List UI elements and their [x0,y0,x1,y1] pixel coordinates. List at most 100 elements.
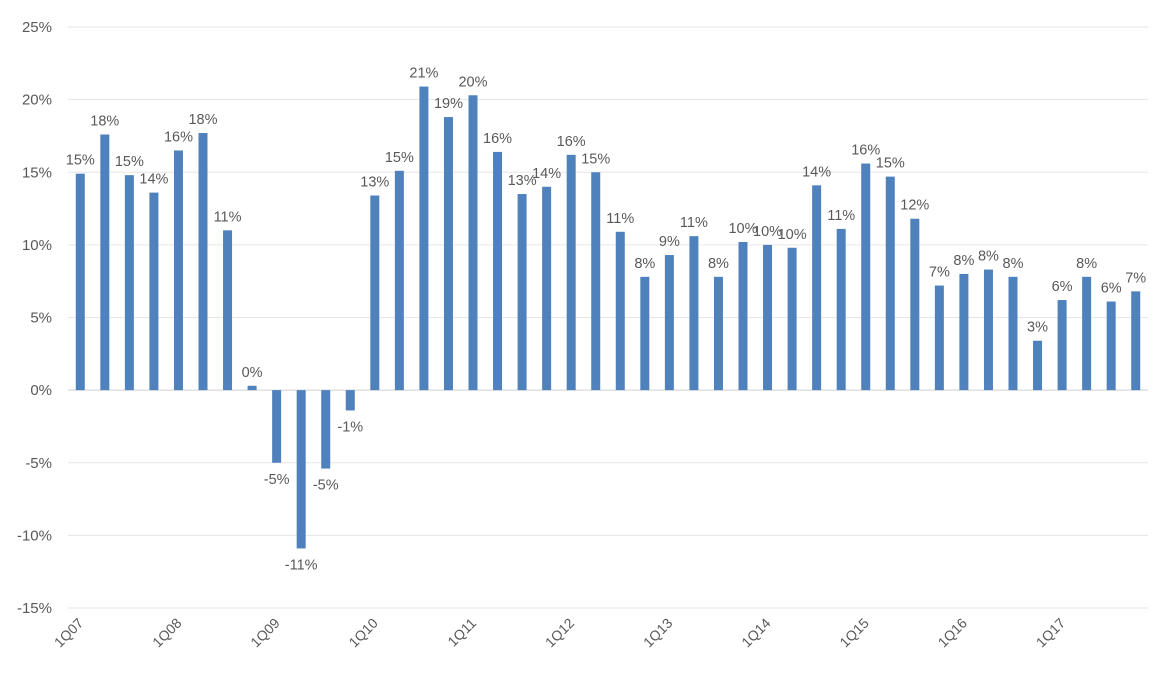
y-tick-label: 20% [22,92,52,109]
bar-4Q11 [542,186,552,391]
bar-2Q07 [100,134,110,391]
data-label-1Q16: 8% [953,253,974,269]
data-label-1Q08: 16% [164,129,193,145]
bar-2Q16 [983,269,993,391]
data-label-1Q17: 6% [1052,279,1073,295]
bar-1Q10 [370,195,380,391]
bar-3Q09 [321,390,331,469]
data-label-4Q13: 10% [728,221,757,237]
x-tick-label: 1Q15 [836,615,872,651]
data-label-3Q08: 11% [214,209,242,225]
x-axis-tick-labels: 1Q07 1Q08 1Q09 1Q10 1Q11 1Q12 1Q13 1Q14 1Q15 1Q16… [51,615,1069,651]
data-label-3Q17: 6% [1101,281,1122,297]
bar-1Q17 [1057,300,1067,391]
bar-1Q07 [75,173,85,391]
bar-4Q07 [149,192,159,391]
bar-1Q11 [468,95,478,391]
bar-4Q16 [1033,340,1043,391]
x-tick-label: 1Q16 [934,615,970,651]
data-label-1Q09: -5% [264,472,290,488]
bar-2Q12 [591,172,601,391]
data-label-4Q17: 7% [1125,270,1146,286]
data-label-3Q07: 15% [115,154,144,170]
y-tick-label: 25% [22,19,52,36]
bar-3Q12 [615,231,625,391]
data-label-2Q11: 16% [483,131,512,147]
x-tick-label: 1Q13 [640,615,676,651]
data-label-3Q12: 11% [606,211,634,227]
bar-1Q13 [664,255,674,391]
data-label-4Q12: 8% [634,256,655,272]
bar-3Q10 [419,86,429,391]
bar-4Q15 [934,285,944,391]
x-tick-label: 1Q08 [149,615,185,651]
x-tick-label: 1Q11 [444,615,479,650]
x-tick-label: 1Q12 [542,615,578,651]
bar-2Q14 [787,247,797,391]
data-label-3Q10: 21% [409,66,438,82]
bar-1Q09 [272,390,282,463]
data-label-2Q16: 8% [978,249,999,265]
x-tick-label: 1Q07 [51,615,87,651]
bar-1Q12 [566,154,576,391]
data-label-2Q17: 8% [1076,256,1097,272]
bar-4Q10 [443,117,453,391]
bar-2Q15 [885,176,895,391]
data-label-2Q14: 10% [778,227,807,243]
bar-3Q15 [910,218,920,391]
bar-2Q10 [394,170,404,391]
data-label-2Q09: -11% [285,557,318,573]
bar-2Q17 [1082,276,1092,391]
bar-4Q09 [345,390,355,411]
data-label-3Q11: 13% [508,173,537,189]
bar-3Q07 [124,175,134,391]
data-label-1Q07: 15% [66,153,95,169]
bar-4Q13 [738,241,748,391]
data-label-4Q09: -1% [337,419,363,435]
data-label-4Q08: 0% [242,365,263,381]
data-label-4Q07: 14% [139,172,168,188]
data-label-4Q14: 11% [827,208,855,224]
x-tick-label: 1Q09 [247,615,283,651]
y-tick-label: -10% [17,527,52,544]
x-tick-label: 1Q14 [738,615,774,651]
bar-1Q14 [763,244,773,391]
data-label-2Q07: 18% [90,113,119,129]
data-label-1Q13: 9% [659,234,680,250]
data-label-3Q16: 8% [1003,256,1024,272]
bar-3Q08 [223,230,233,391]
data-label-2Q08: 18% [188,112,217,128]
data-label-2Q15: 15% [876,156,905,172]
bar-4Q12 [640,276,650,391]
data-label-4Q10: 19% [434,96,463,112]
data-label-2Q12: 15% [581,151,610,167]
y-tick-label: -15% [17,600,52,617]
bar-1Q08 [173,150,183,391]
data-label-1Q12: 16% [557,134,586,150]
bar-2Q13 [689,236,699,391]
data-label-1Q14: 10% [753,224,782,240]
data-label-3Q15: 12% [900,198,929,214]
y-tick-label: 5% [30,310,52,327]
bars [75,86,1141,549]
bar-3Q17 [1106,301,1116,391]
data-label-4Q15: 7% [929,265,950,281]
data-label-4Q11: 14% [532,166,561,182]
bar-4Q08 [247,385,257,391]
x-tick-label: 1Q17 [1033,615,1069,651]
data-label-3Q09: -5% [313,478,339,494]
y-tick-label: 15% [22,164,52,181]
data-label-1Q11: 20% [458,74,487,90]
data-label-3Q14: 14% [802,164,831,180]
data-label-2Q10: 15% [385,150,414,166]
data-label-2Q13: 11% [680,215,708,231]
y-tick-label: -5% [25,455,52,472]
bar-3Q16 [1008,276,1018,391]
bar-3Q14 [812,185,822,391]
bar-1Q16 [959,273,969,391]
data-label-4Q16: 3% [1027,320,1048,336]
y-tick-label: 10% [22,237,52,254]
bar-1Q15 [861,163,871,391]
